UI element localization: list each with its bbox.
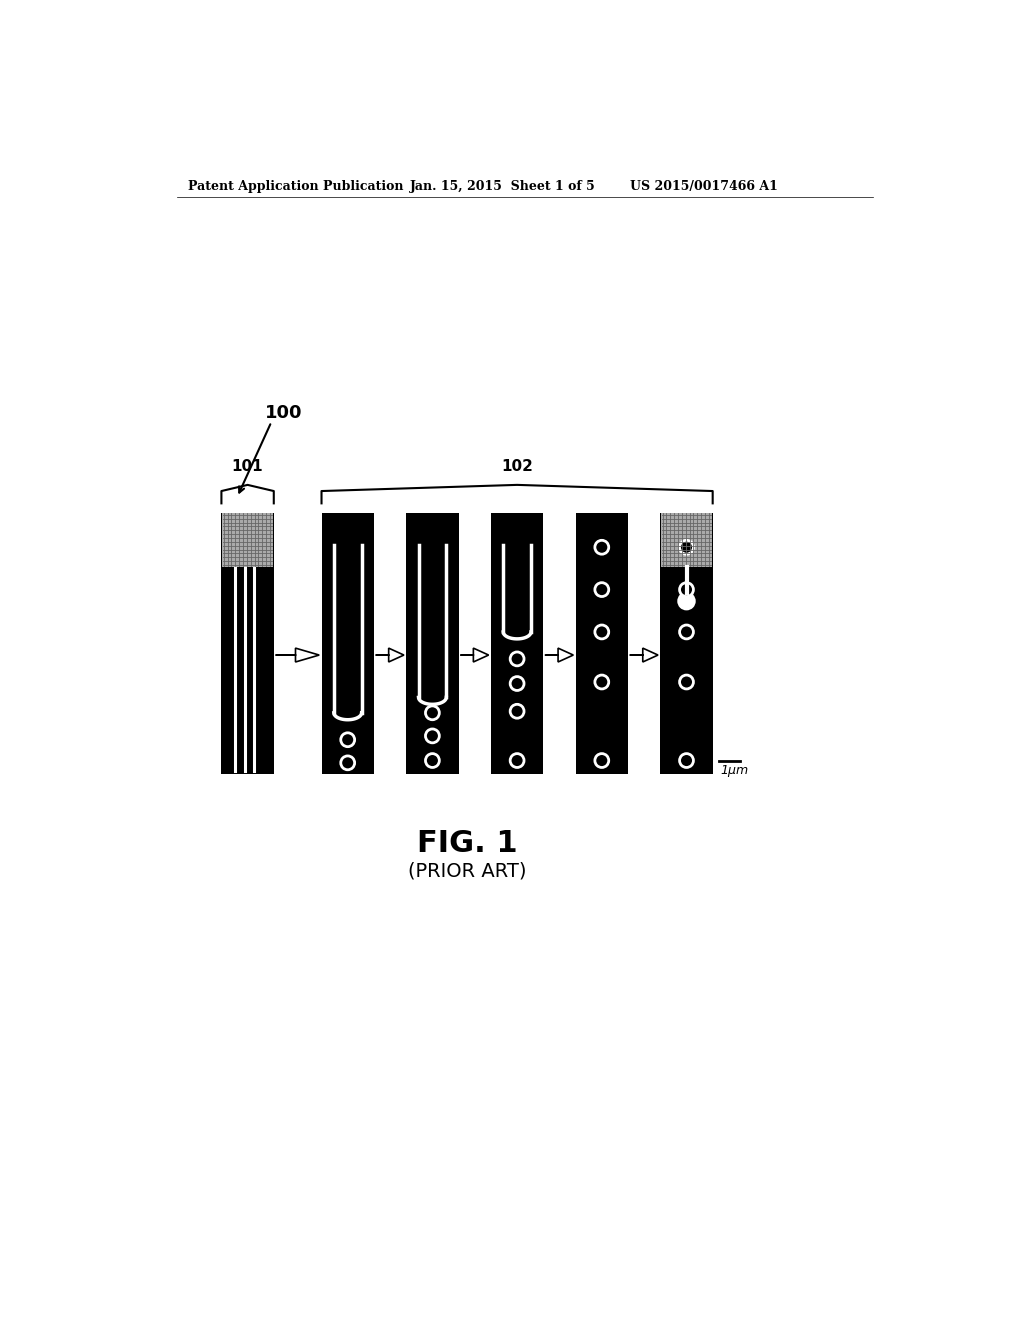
Circle shape (595, 675, 608, 689)
Bar (221, 512, 273, 775)
Circle shape (595, 754, 608, 767)
Circle shape (425, 754, 439, 767)
Bar (222, 512, 273, 566)
Bar (490, 512, 544, 544)
Circle shape (677, 591, 695, 610)
Text: FIG. 1: FIG. 1 (417, 829, 517, 858)
Circle shape (680, 540, 693, 554)
Circle shape (680, 582, 693, 597)
Text: 102: 102 (501, 459, 534, 474)
Bar (660, 512, 713, 775)
Text: Patent Application Publication: Patent Application Publication (188, 181, 403, 194)
Text: Jan. 15, 2015  Sheet 1 of 5: Jan. 15, 2015 Sheet 1 of 5 (410, 181, 596, 194)
Bar (662, 512, 712, 566)
FancyArrow shape (461, 648, 488, 663)
Circle shape (341, 756, 354, 770)
Circle shape (680, 626, 693, 639)
Bar (407, 512, 459, 775)
Circle shape (680, 675, 693, 689)
Circle shape (341, 733, 354, 747)
Text: 1μm: 1μm (720, 764, 749, 777)
Text: 100: 100 (265, 404, 303, 421)
Text: (PRIOR ART): (PRIOR ART) (408, 861, 526, 880)
Text: US 2015/0017466 A1: US 2015/0017466 A1 (630, 181, 777, 194)
Circle shape (510, 652, 524, 665)
Bar (322, 512, 374, 544)
Circle shape (595, 582, 608, 597)
Circle shape (510, 754, 524, 767)
Circle shape (595, 540, 608, 554)
Bar (407, 512, 459, 544)
Bar (575, 512, 628, 544)
Text: 101: 101 (231, 459, 263, 474)
Circle shape (425, 729, 439, 743)
Bar (490, 512, 544, 775)
FancyArrow shape (276, 648, 319, 663)
Circle shape (510, 677, 524, 690)
FancyArrow shape (546, 648, 573, 663)
FancyArrow shape (631, 648, 658, 663)
Circle shape (595, 626, 608, 639)
Bar (322, 512, 374, 775)
Circle shape (425, 706, 439, 719)
Bar (575, 512, 628, 775)
FancyArrow shape (376, 648, 403, 663)
Circle shape (510, 705, 524, 718)
Circle shape (680, 754, 693, 767)
